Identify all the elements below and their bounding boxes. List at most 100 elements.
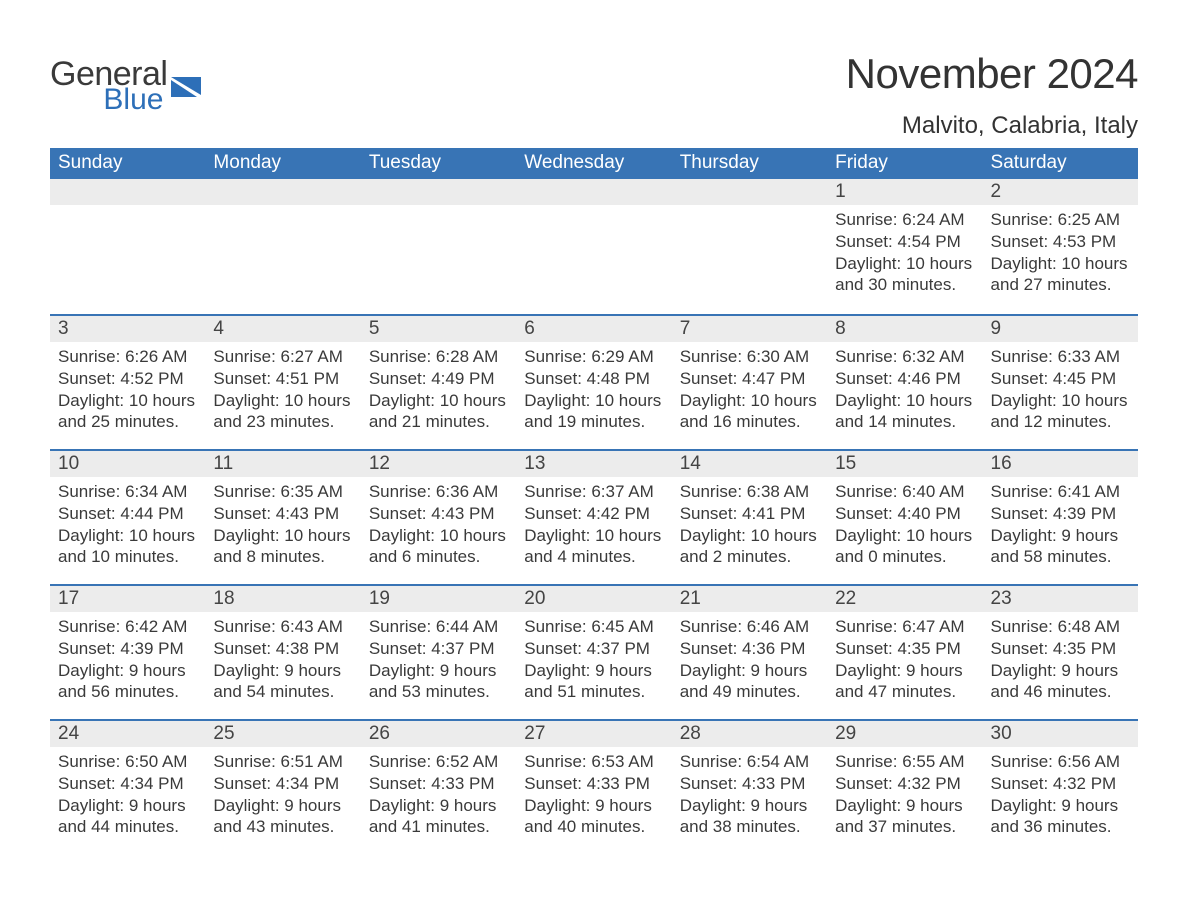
calendar-cell: 10Sunrise: 6:34 AMSunset: 4:44 PMDayligh… — [50, 449, 205, 584]
sunset-line: Sunset: 4:35 PM — [835, 638, 974, 660]
day-details: Sunrise: 6:44 AMSunset: 4:37 PMDaylight:… — [361, 612, 516, 709]
day-number: 18 — [205, 584, 360, 612]
day-details: Sunrise: 6:32 AMSunset: 4:46 PMDaylight:… — [827, 342, 982, 439]
daylight-line: Daylight: 9 hours and 47 minutes. — [835, 660, 974, 704]
day-number: 24 — [50, 719, 205, 747]
day-number: 26 — [361, 719, 516, 747]
calendar-cell: 24Sunrise: 6:50 AMSunset: 4:34 PMDayligh… — [50, 719, 205, 854]
day-number: 13 — [516, 449, 671, 477]
sunrise-line: Sunrise: 6:53 AM — [524, 751, 663, 773]
sunrise-line: Sunrise: 6:54 AM — [680, 751, 819, 773]
day-header: Saturday — [983, 148, 1138, 179]
calendar-cell: 19Sunrise: 6:44 AMSunset: 4:37 PMDayligh… — [361, 584, 516, 719]
daylight-line: Daylight: 10 hours and 4 minutes. — [524, 525, 663, 569]
empty-daynum — [361, 179, 516, 205]
sunset-line: Sunset: 4:37 PM — [524, 638, 663, 660]
day-details: Sunrise: 6:27 AMSunset: 4:51 PMDaylight:… — [205, 342, 360, 439]
daylight-line: Daylight: 9 hours and 41 minutes. — [369, 795, 508, 839]
day-header: Sunday — [50, 148, 205, 179]
day-number: 11 — [205, 449, 360, 477]
calendar-cell: 21Sunrise: 6:46 AMSunset: 4:36 PMDayligh… — [672, 584, 827, 719]
day-header: Tuesday — [361, 148, 516, 179]
daylight-line: Daylight: 10 hours and 8 minutes. — [213, 525, 352, 569]
sunrise-line: Sunrise: 6:56 AM — [991, 751, 1130, 773]
calendar-cell: 5Sunrise: 6:28 AMSunset: 4:49 PMDaylight… — [361, 314, 516, 449]
sunrise-line: Sunrise: 6:46 AM — [680, 616, 819, 638]
sunset-line: Sunset: 4:40 PM — [835, 503, 974, 525]
day-details: Sunrise: 6:37 AMSunset: 4:42 PMDaylight:… — [516, 477, 671, 574]
calendar-cell: 30Sunrise: 6:56 AMSunset: 4:32 PMDayligh… — [983, 719, 1138, 854]
sunset-line: Sunset: 4:45 PM — [991, 368, 1130, 390]
sunrise-line: Sunrise: 6:33 AM — [991, 346, 1130, 368]
daylight-line: Daylight: 9 hours and 49 minutes. — [680, 660, 819, 704]
day-number: 19 — [361, 584, 516, 612]
sunrise-line: Sunrise: 6:24 AM — [835, 209, 974, 231]
sunset-line: Sunset: 4:38 PM — [213, 638, 352, 660]
calendar-cell: 27Sunrise: 6:53 AMSunset: 4:33 PMDayligh… — [516, 719, 671, 854]
empty-daynum — [516, 179, 671, 205]
sunset-line: Sunset: 4:52 PM — [58, 368, 197, 390]
day-details: Sunrise: 6:42 AMSunset: 4:39 PMDaylight:… — [50, 612, 205, 709]
daylight-line: Daylight: 9 hours and 38 minutes. — [680, 795, 819, 839]
calendar-cell: 3Sunrise: 6:26 AMSunset: 4:52 PMDaylight… — [50, 314, 205, 449]
day-number: 6 — [516, 314, 671, 342]
day-number: 10 — [50, 449, 205, 477]
day-number: 12 — [361, 449, 516, 477]
sunset-line: Sunset: 4:49 PM — [369, 368, 508, 390]
day-number: 14 — [672, 449, 827, 477]
sunset-line: Sunset: 4:33 PM — [524, 773, 663, 795]
calendar-cell: 8Sunrise: 6:32 AMSunset: 4:46 PMDaylight… — [827, 314, 982, 449]
calendar-cell: 2Sunrise: 6:25 AMSunset: 4:53 PMDaylight… — [983, 179, 1138, 314]
calendar-week-row: 17Sunrise: 6:42 AMSunset: 4:39 PMDayligh… — [50, 584, 1138, 719]
sunrise-line: Sunrise: 6:38 AM — [680, 481, 819, 503]
day-details: Sunrise: 6:45 AMSunset: 4:37 PMDaylight:… — [516, 612, 671, 709]
sunset-line: Sunset: 4:42 PM — [524, 503, 663, 525]
day-number: 23 — [983, 584, 1138, 612]
sunset-line: Sunset: 4:46 PM — [835, 368, 974, 390]
day-details: Sunrise: 6:35 AMSunset: 4:43 PMDaylight:… — [205, 477, 360, 574]
calendar-cell: 1Sunrise: 6:24 AMSunset: 4:54 PMDaylight… — [827, 179, 982, 314]
sunrise-line: Sunrise: 6:47 AM — [835, 616, 974, 638]
calendar-cell — [50, 179, 205, 314]
sunrise-line: Sunrise: 6:55 AM — [835, 751, 974, 773]
day-header: Monday — [205, 148, 360, 179]
day-number: 3 — [50, 314, 205, 342]
logo-text-blue: Blue — [103, 86, 163, 115]
calendar-cell — [205, 179, 360, 314]
sunrise-line: Sunrise: 6:43 AM — [213, 616, 352, 638]
day-details: Sunrise: 6:46 AMSunset: 4:36 PMDaylight:… — [672, 612, 827, 709]
sunset-line: Sunset: 4:37 PM — [369, 638, 508, 660]
sunset-line: Sunset: 4:48 PM — [524, 368, 663, 390]
sunset-line: Sunset: 4:34 PM — [58, 773, 197, 795]
day-details: Sunrise: 6:36 AMSunset: 4:43 PMDaylight:… — [361, 477, 516, 574]
day-details: Sunrise: 6:40 AMSunset: 4:40 PMDaylight:… — [827, 477, 982, 574]
sunrise-line: Sunrise: 6:28 AM — [369, 346, 508, 368]
sunrise-line: Sunrise: 6:52 AM — [369, 751, 508, 773]
calendar-cell: 14Sunrise: 6:38 AMSunset: 4:41 PMDayligh… — [672, 449, 827, 584]
month-title: November 2024 — [846, 50, 1138, 98]
sunrise-line: Sunrise: 6:51 AM — [213, 751, 352, 773]
title-block: November 2024 Malvito, Calabria, Italy — [846, 50, 1138, 140]
calendar-cell: 9Sunrise: 6:33 AMSunset: 4:45 PMDaylight… — [983, 314, 1138, 449]
day-number: 5 — [361, 314, 516, 342]
daylight-line: Daylight: 9 hours and 51 minutes. — [524, 660, 663, 704]
daylight-line: Daylight: 10 hours and 25 minutes. — [58, 390, 197, 434]
calendar-cell: 23Sunrise: 6:48 AMSunset: 4:35 PMDayligh… — [983, 584, 1138, 719]
calendar-cell: 15Sunrise: 6:40 AMSunset: 4:40 PMDayligh… — [827, 449, 982, 584]
sunrise-line: Sunrise: 6:29 AM — [524, 346, 663, 368]
sunset-line: Sunset: 4:43 PM — [213, 503, 352, 525]
calendar-cell: 6Sunrise: 6:29 AMSunset: 4:48 PMDaylight… — [516, 314, 671, 449]
day-details: Sunrise: 6:41 AMSunset: 4:39 PMDaylight:… — [983, 477, 1138, 574]
daylight-line: Daylight: 10 hours and 27 minutes. — [991, 253, 1130, 297]
sunset-line: Sunset: 4:54 PM — [835, 231, 974, 253]
calendar-week-row: 1Sunrise: 6:24 AMSunset: 4:54 PMDaylight… — [50, 179, 1138, 314]
calendar-cell: 20Sunrise: 6:45 AMSunset: 4:37 PMDayligh… — [516, 584, 671, 719]
day-details: Sunrise: 6:48 AMSunset: 4:35 PMDaylight:… — [983, 612, 1138, 709]
flag-icon — [171, 77, 201, 99]
daylight-line: Daylight: 10 hours and 23 minutes. — [213, 390, 352, 434]
sunset-line: Sunset: 4:39 PM — [991, 503, 1130, 525]
calendar-cell: 28Sunrise: 6:54 AMSunset: 4:33 PMDayligh… — [672, 719, 827, 854]
daylight-line: Daylight: 10 hours and 30 minutes. — [835, 253, 974, 297]
day-details: Sunrise: 6:34 AMSunset: 4:44 PMDaylight:… — [50, 477, 205, 574]
day-number: 20 — [516, 584, 671, 612]
